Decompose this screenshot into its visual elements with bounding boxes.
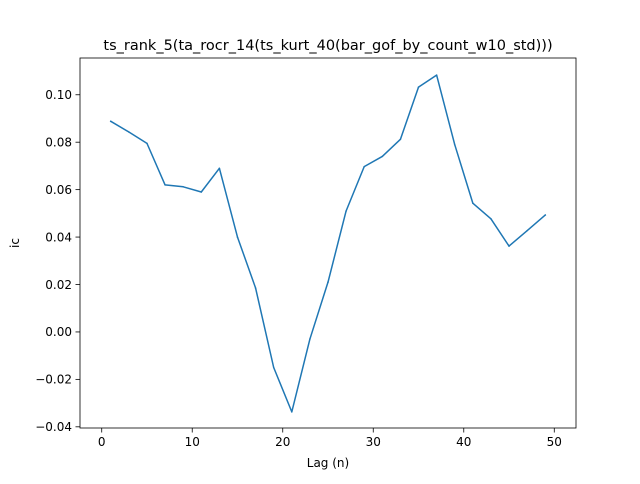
data-point (146, 142, 148, 145)
y-tick-label: 0.08 (45, 135, 72, 149)
data-point (236, 236, 239, 238)
data-point (164, 184, 166, 186)
data-point (200, 191, 203, 193)
x-tick-label: 40 (456, 435, 471, 449)
series-points (110, 74, 546, 413)
y-axis-ticks: −0.04 −0.02 0.00 0.02 0.04 0.06 0.08 0.10 (35, 88, 80, 434)
y-tick-label: −0.04 (35, 420, 72, 434)
data-point (254, 287, 257, 289)
data-point (128, 131, 130, 133)
data-point (110, 120, 112, 123)
plot-area (80, 58, 576, 428)
x-axis-ticks: 0 10 20 30 40 50 (98, 428, 562, 449)
data-point (508, 245, 510, 247)
data-point (399, 138, 402, 141)
chart-title: ts_rank_5(ta_rocr_14(ts_kurt_40(bar_gof_… (103, 38, 552, 54)
y-tick-label: 0.04 (45, 230, 72, 244)
data-point (218, 167, 221, 170)
x-tick-label: 0 (98, 435, 106, 449)
y-tick-label: 0.02 (45, 278, 72, 292)
data-point (544, 214, 546, 216)
data-point (526, 229, 528, 232)
data-point (345, 210, 347, 212)
data-point (490, 218, 492, 220)
y-axis-label: ic (8, 238, 22, 248)
data-point (435, 74, 438, 76)
data-point (417, 86, 420, 88)
y-tick-label: −0.02 (35, 373, 72, 387)
data-point (327, 281, 329, 283)
x-tick-label: 50 (547, 435, 562, 449)
y-tick-label: 0.10 (45, 88, 72, 102)
x-tick-label: 20 (275, 435, 290, 449)
data-point (272, 366, 275, 369)
data-point (381, 155, 384, 158)
data-point (363, 165, 365, 168)
data-point (472, 202, 474, 204)
data-point (182, 186, 184, 188)
data-point (453, 143, 456, 146)
x-tick-label: 10 (185, 435, 200, 449)
y-tick-label: 0.00 (45, 325, 72, 339)
x-axis-label: Lag (n) (307, 456, 349, 470)
x-tick-label: 30 (366, 435, 381, 449)
data-point (291, 411, 293, 413)
plot-frame (79, 57, 577, 429)
y-tick-label: 0.06 (45, 183, 72, 197)
data-point (309, 338, 311, 340)
